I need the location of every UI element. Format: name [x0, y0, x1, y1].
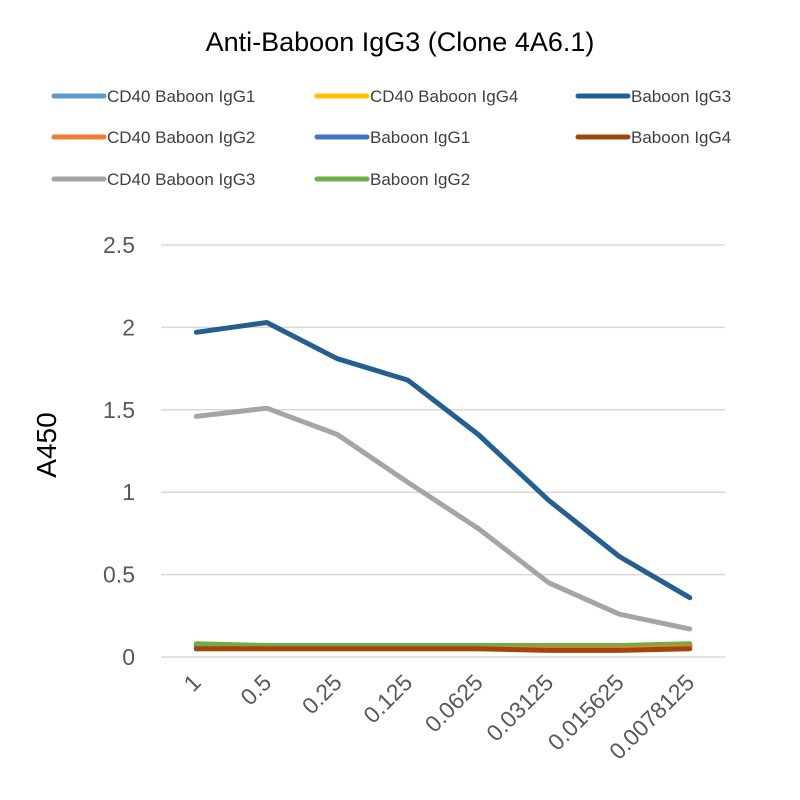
legend-label-cd40-baboon-igg3: CD40 Baboon IgG3 — [107, 170, 255, 189]
x-tick-label: 0.25 — [297, 669, 347, 719]
y-tick-label: 1 — [122, 479, 135, 505]
x-tick-label: 0.5 — [235, 669, 276, 710]
y-axis-label: A450 — [31, 412, 62, 477]
legend: CD40 Baboon IgG1 CD40 Baboon IgG2 CD40 Bab… — [51, 87, 731, 189]
x-tick-label: 1 — [178, 669, 205, 696]
series-line-baboon-igg3 — [193, 320, 693, 601]
legend-label-baboon-igg2: Baboon IgG2 — [370, 170, 470, 189]
y-tick-label: 0 — [122, 644, 135, 670]
legend-label-baboon-igg4: Baboon IgG4 — [631, 128, 731, 147]
legend-label-cd40-baboon-igg2: CD40 Baboon IgG2 — [107, 128, 255, 147]
x-tick-label: 0.0625 — [420, 669, 488, 737]
legend-label-cd40-baboon-igg4: CD40 Baboon IgG4 — [370, 87, 518, 106]
y-tick-label: 1.5 — [103, 397, 135, 423]
chart-title: Anti-Baboon IgG3 (Clone 4A6.1) — [206, 27, 595, 57]
series-lines — [193, 320, 693, 653]
gridlines — [161, 244, 725, 658]
series-line-baboon-igg2 — [193, 641, 693, 648]
y-tick-label: 2.5 — [103, 232, 135, 258]
x-axis-ticks: 1 0.5 0.25 0.125 0.06250.031250.0156250.0078… — [178, 669, 699, 764]
y-axis-ticks: 0 0.5 1 1.5 2 2.5 — [103, 232, 135, 670]
y-tick-label: 2 — [122, 314, 135, 340]
y-tick-label: 0.5 — [103, 562, 135, 588]
series-line-baboon-igg4 — [193, 646, 693, 653]
legend-label-baboon-igg1: Baboon IgG1 — [370, 128, 470, 147]
series-line-cd40-baboon-igg3 — [193, 405, 693, 632]
legend-label-cd40-baboon-igg1: CD40 Baboon IgG1 — [107, 87, 255, 106]
x-tick-label: 0.125 — [358, 669, 417, 728]
legend-label-baboon-igg3: Baboon IgG3 — [631, 87, 731, 106]
